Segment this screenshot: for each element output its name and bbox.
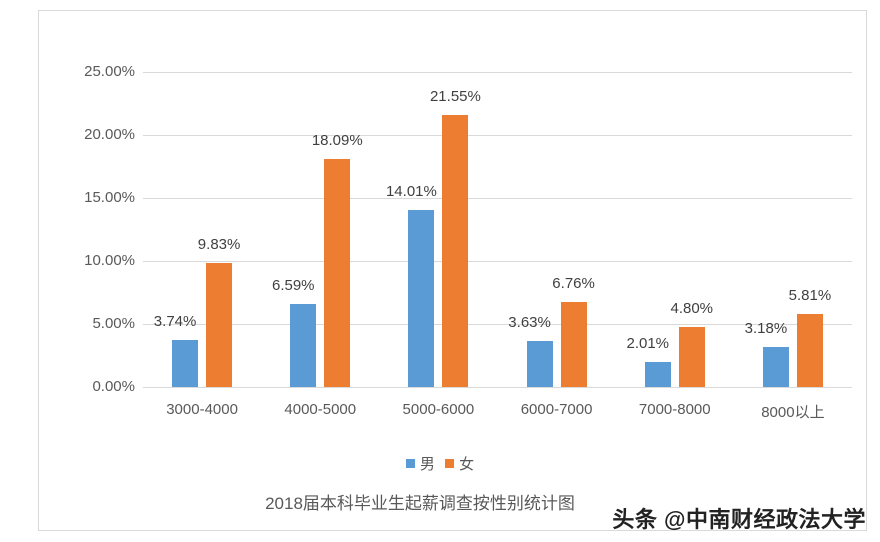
bar-male <box>408 210 435 387</box>
bar-male <box>762 346 789 387</box>
female-swatch-icon <box>445 459 455 468</box>
data-label: 18.09% <box>311 132 363 150</box>
data-label: 21.55% <box>429 88 481 106</box>
y-tick-label: 5.00% <box>92 315 135 332</box>
x-tick-label: 8000以上 <box>761 404 825 421</box>
bar-male <box>172 339 199 387</box>
data-label: 6.59% <box>271 276 315 294</box>
x-tick-label: 3000-4000 <box>166 401 238 418</box>
bar-female <box>206 263 233 387</box>
y-tick-label: 25.00% <box>84 63 135 80</box>
bar-male <box>290 303 317 387</box>
data-label: 3.74% <box>153 312 197 330</box>
legend-label-female: 女 <box>459 456 475 473</box>
bar-female <box>442 115 469 387</box>
gridline <box>143 324 852 325</box>
data-label: 5.81% <box>788 286 832 304</box>
chart-title: 2018届本科毕业生起薪调查按性别统计图 <box>265 494 575 513</box>
bar-female <box>678 326 705 387</box>
gridline <box>143 387 852 388</box>
male-swatch-icon <box>405 459 415 468</box>
x-tick-label: 5000-6000 <box>402 401 475 418</box>
gridline <box>143 261 852 262</box>
data-label: 4.80% <box>670 299 714 317</box>
legend-item-male: 男 <box>405 453 435 474</box>
legend: 男 女 <box>0 453 880 474</box>
bar-female <box>324 159 351 387</box>
bar-female <box>560 301 587 387</box>
bar-male <box>526 341 553 387</box>
bar-female <box>796 313 823 387</box>
x-tick-label: 6000-7000 <box>520 401 593 418</box>
x-tick-label: 7000-8000 <box>638 401 711 418</box>
gridline <box>143 72 852 73</box>
legend-item-female: 女 <box>445 453 474 474</box>
gridline <box>143 135 852 136</box>
data-label: 6.76% <box>552 274 595 292</box>
plot-area: 3.74% 9.83% 6.59% 18.09% 14.01% 21.55% 3.63% 6.… <box>143 72 852 388</box>
y-tick-label: 20.00% <box>84 126 135 143</box>
y-tick-label: 0.00% <box>92 378 135 395</box>
x-tick-label: 4000-5000 <box>284 401 357 418</box>
legend-label-male: 男 <box>419 456 435 473</box>
data-label: 3.63% <box>508 314 551 332</box>
data-label: 3.18% <box>744 319 788 337</box>
y-tick-label: 15.00% <box>84 189 135 206</box>
data-label: 14.01% <box>385 183 437 201</box>
bar-male <box>644 361 671 387</box>
watermark: 头条 @中南财经政法大学 <box>612 507 866 532</box>
gridline <box>143 198 852 199</box>
y-tick-label: 10.00% <box>84 252 135 269</box>
data-label: 9.83% <box>197 236 241 254</box>
data-label: 2.01% <box>626 334 670 352</box>
